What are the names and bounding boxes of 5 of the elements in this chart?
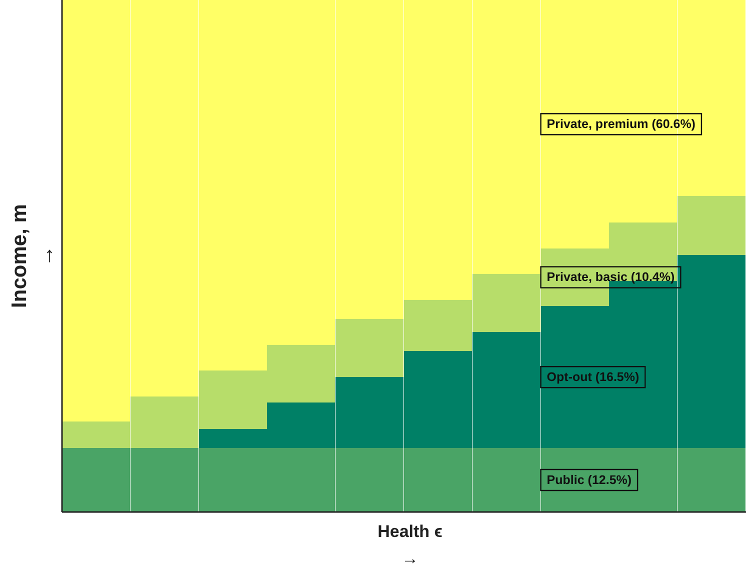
x-axis-title: Health ϵ →	[378, 521, 442, 570]
series-label: Opt-out (16.5%)	[546, 370, 640, 384]
series-label: Public (12.5%)	[546, 473, 632, 487]
series-label: Private, basic (10.4%)	[546, 270, 675, 284]
y-axis-title: Income, m →	[7, 204, 59, 308]
